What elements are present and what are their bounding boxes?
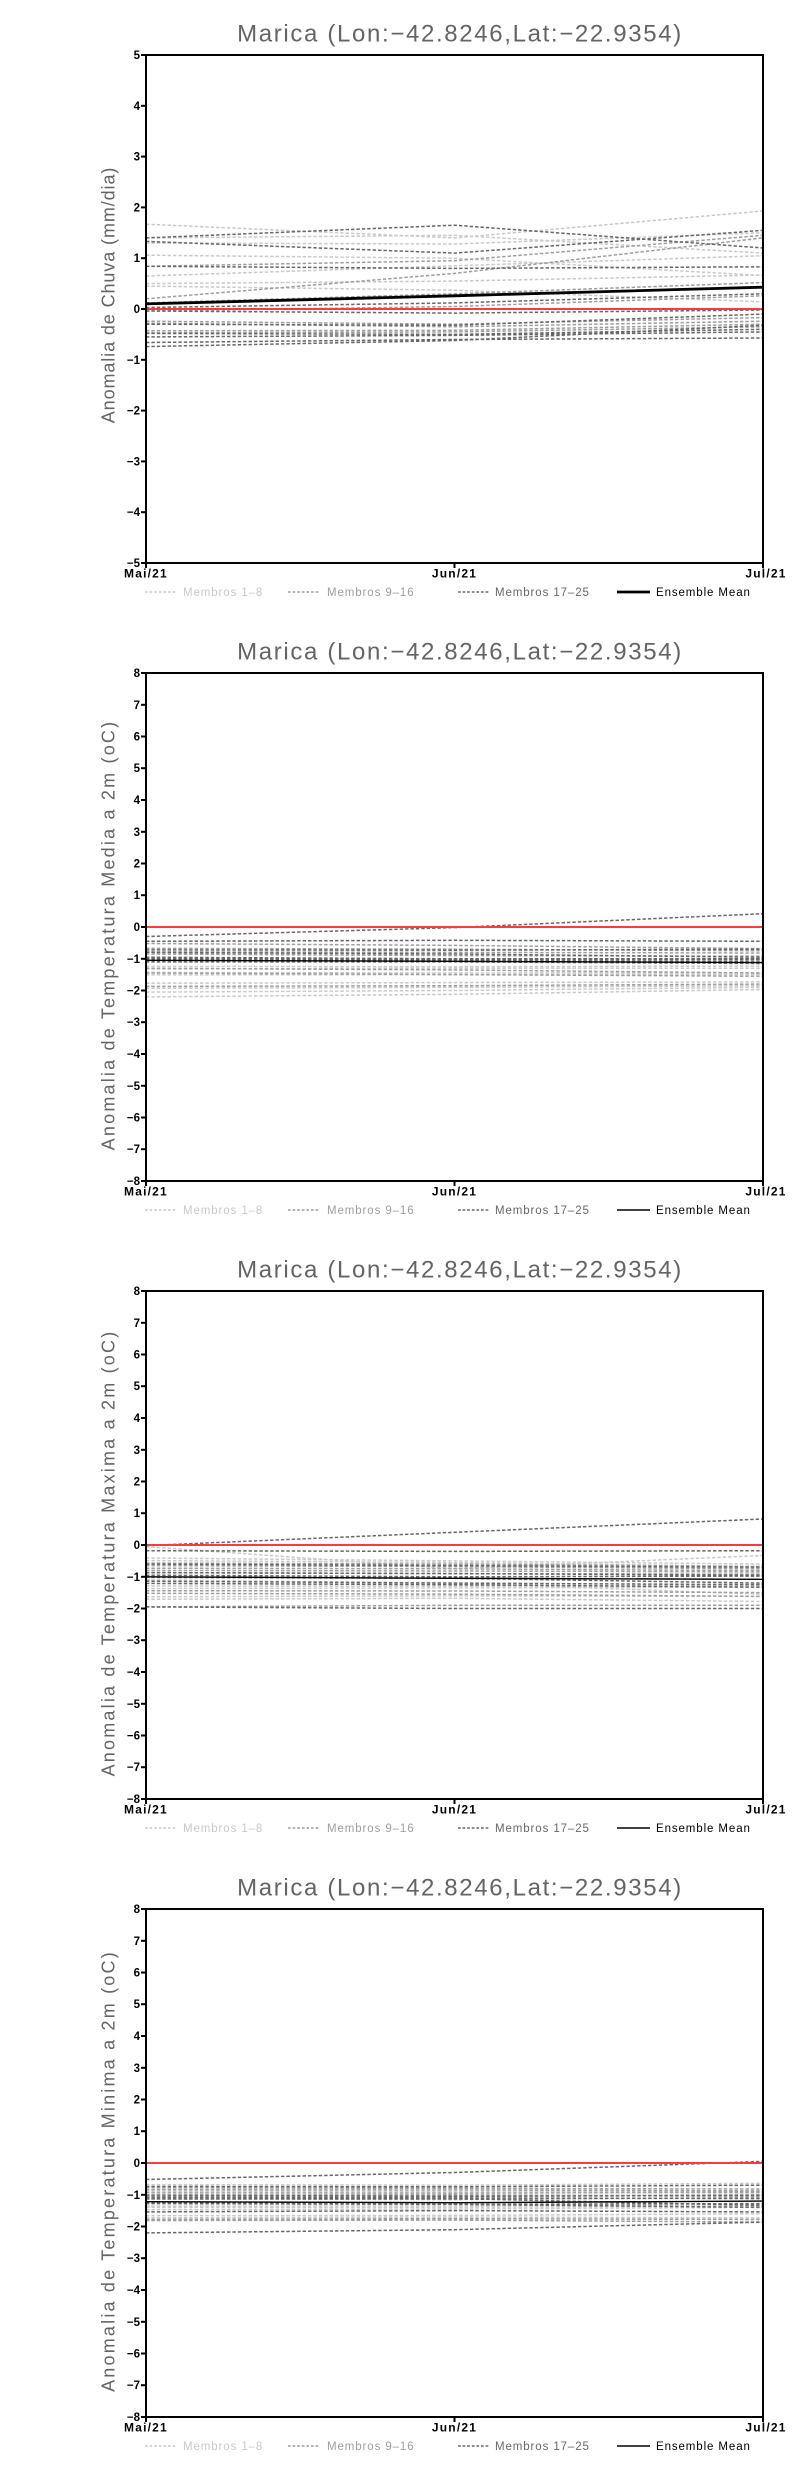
svg-text:5: 5 [134, 50, 141, 62]
svg-text:Ensemble Mean: Ensemble Mean [656, 2441, 751, 2453]
svg-text:−5: −5 [127, 1081, 141, 1093]
svg-text:Anomalia de Temperatura Media: Anomalia de Temperatura Media a 2m (oC) [99, 720, 119, 1151]
svg-text:Membros 17–25: Membros 17–25 [495, 2441, 590, 2453]
svg-text:−8: −8 [127, 1176, 141, 1188]
svg-text:−7: −7 [127, 1762, 140, 1774]
svg-text:4: 4 [134, 101, 141, 113]
svg-text:−4: −4 [127, 2285, 141, 2297]
svg-text:3: 3 [134, 2063, 140, 2075]
svg-text:Marica (Lon:−42.8246,Lat:−22.9: Marica (Lon:−42.8246,Lat:−22.9354) [237, 639, 683, 666]
svg-text:−3: −3 [127, 456, 140, 468]
svg-text:1: 1 [134, 890, 141, 902]
svg-text:Mai/21: Mai/21 [124, 1185, 168, 1199]
svg-text:0: 0 [134, 922, 140, 934]
svg-text:−6: −6 [127, 1731, 140, 1743]
svg-text:Membros 9–16: Membros 9–16 [327, 587, 415, 599]
svg-text:2: 2 [134, 2095, 140, 2107]
svg-text:Marica (Lon:−42.8246,Lat:−22.9: Marica (Lon:−42.8246,Lat:−22.9354) [237, 1875, 683, 1902]
svg-text:Membros 1–8: Membros 1–8 [183, 1205, 263, 1217]
svg-text:0: 0 [134, 1540, 140, 1552]
svg-text:−8: −8 [127, 2412, 141, 2424]
svg-text:−5: −5 [127, 2317, 141, 2329]
svg-text:2: 2 [134, 202, 140, 214]
svg-text:−8: −8 [127, 1794, 141, 1806]
svg-text:Membros 17–25: Membros 17–25 [495, 1205, 590, 1217]
svg-text:0: 0 [134, 304, 140, 316]
svg-text:Jul/21: Jul/21 [745, 1185, 786, 1199]
svg-text:Ensemble Mean: Ensemble Mean [656, 1823, 751, 1835]
svg-text:Membros 1–8: Membros 1–8 [183, 587, 263, 599]
svg-text:−4: −4 [127, 1049, 141, 1061]
svg-text:−4: −4 [127, 1667, 141, 1679]
svg-text:Marica (Lon:−42.8246,Lat:−22.9: Marica (Lon:−42.8246,Lat:−22.9354) [237, 21, 683, 48]
svg-text:Mai/21: Mai/21 [124, 567, 168, 581]
svg-text:3: 3 [134, 1445, 140, 1457]
svg-text:5: 5 [134, 1381, 141, 1393]
svg-text:Membros 17–25: Membros 17–25 [495, 1823, 590, 1835]
svg-text:6: 6 [134, 1968, 140, 1980]
svg-text:−1: −1 [127, 1572, 141, 1584]
svg-text:−7: −7 [127, 2380, 140, 2392]
svg-text:−7: −7 [127, 1144, 140, 1156]
svg-text:Anomalia de Chuva (mm/dia): Anomalia de Chuva (mm/dia) [99, 167, 119, 424]
svg-text:Membros 1–8: Membros 1–8 [183, 1823, 263, 1835]
svg-text:Membros 9–16: Membros 9–16 [327, 1205, 415, 1217]
svg-text:Jul/21: Jul/21 [745, 2421, 786, 2435]
svg-text:2: 2 [134, 1477, 140, 1489]
svg-text:2: 2 [134, 859, 140, 871]
svg-text:−5: −5 [127, 1699, 141, 1711]
svg-text:−3: −3 [127, 1017, 140, 1029]
svg-text:−1: −1 [127, 954, 141, 966]
svg-text:−3: −3 [127, 2253, 140, 2265]
svg-text:6: 6 [134, 1350, 140, 1362]
svg-text:Ensemble Mean: Ensemble Mean [656, 587, 751, 599]
svg-text:4: 4 [134, 795, 141, 807]
svg-text:Membros 9–16: Membros 9–16 [327, 1823, 415, 1835]
svg-text:−1: −1 [127, 355, 141, 367]
svg-text:−5: −5 [127, 558, 141, 570]
svg-text:−2: −2 [127, 1604, 140, 1616]
svg-text:1: 1 [134, 1508, 141, 1520]
svg-text:−6: −6 [127, 2349, 140, 2361]
svg-text:Membros 17–25: Membros 17–25 [495, 587, 590, 599]
svg-text:Jul/21: Jul/21 [745, 567, 786, 581]
svg-text:−1: −1 [127, 2190, 141, 2202]
svg-text:0: 0 [134, 2158, 140, 2170]
svg-text:8: 8 [134, 1904, 141, 1916]
svg-text:−2: −2 [127, 986, 140, 998]
svg-text:Ensemble Mean: Ensemble Mean [656, 1205, 751, 1217]
svg-text:Mai/21: Mai/21 [124, 2421, 168, 2435]
svg-text:8: 8 [134, 668, 141, 680]
svg-text:7: 7 [134, 1318, 140, 1330]
svg-text:−6: −6 [127, 1113, 140, 1125]
svg-text:Jun/21: Jun/21 [432, 1185, 477, 1199]
svg-text:5: 5 [134, 1999, 141, 2011]
svg-text:−2: −2 [127, 2222, 140, 2234]
svg-text:−2: −2 [127, 406, 140, 418]
svg-text:Jul/21: Jul/21 [745, 1803, 786, 1817]
svg-text:5: 5 [134, 763, 141, 775]
svg-text:4: 4 [134, 1413, 141, 1425]
svg-text:Membros 1–8: Membros 1–8 [183, 2441, 263, 2453]
svg-text:6: 6 [134, 732, 140, 744]
svg-text:−3: −3 [127, 1635, 140, 1647]
svg-text:Marica (Lon:−42.8246,Lat:−22.9: Marica (Lon:−42.8246,Lat:−22.9354) [237, 1257, 683, 1284]
svg-text:Jun/21: Jun/21 [432, 1803, 477, 1817]
svg-text:Jun/21: Jun/21 [432, 567, 477, 581]
svg-text:Jun/21: Jun/21 [432, 2421, 477, 2435]
svg-text:3: 3 [134, 827, 140, 839]
svg-text:Anomalia de Temperatura Maxima: Anomalia de Temperatura Maxima a 2m (oC) [99, 1330, 119, 1777]
svg-text:1: 1 [134, 253, 141, 265]
svg-text:1: 1 [134, 2126, 141, 2138]
svg-text:3: 3 [134, 152, 140, 164]
svg-text:−4: −4 [127, 507, 141, 519]
svg-text:Anomalia de Temperatura Minima: Anomalia de Temperatura Minima a 2m (oC) [99, 1950, 119, 2392]
svg-text:8: 8 [134, 1286, 141, 1298]
svg-text:Mai/21: Mai/21 [124, 1803, 168, 1817]
svg-text:7: 7 [134, 700, 140, 712]
svg-text:7: 7 [134, 1936, 140, 1948]
svg-text:4: 4 [134, 2031, 141, 2043]
svg-text:Membros 9–16: Membros 9–16 [327, 2441, 415, 2453]
